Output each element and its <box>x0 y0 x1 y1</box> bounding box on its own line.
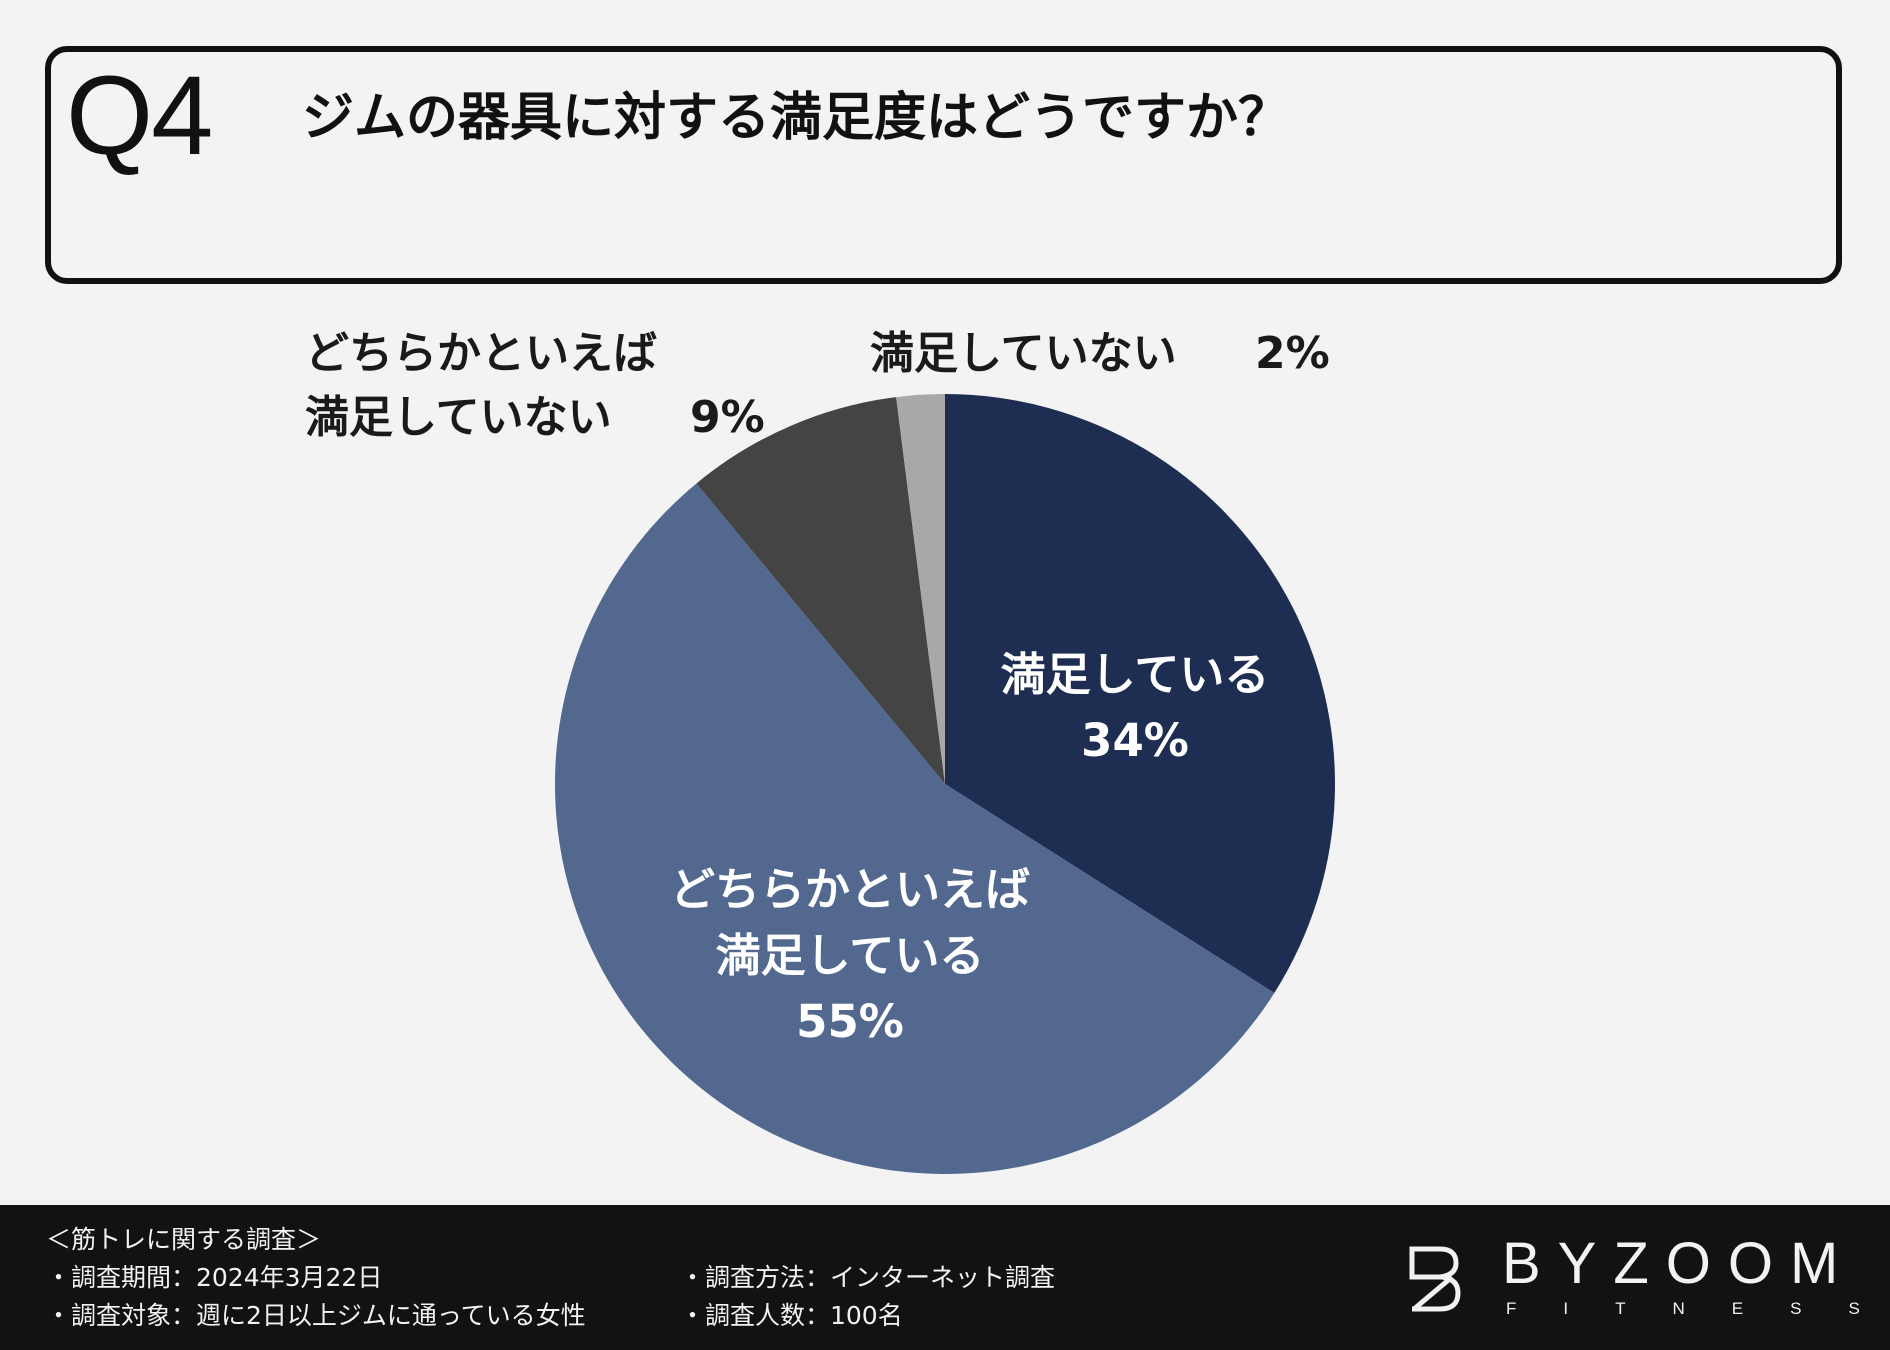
footer: ＜筋トレに関する調査＞ ・調査期間：2024年3月22日 ・調査対象：週に2日以… <box>0 1205 1890 1350</box>
brand-subname: FITNESS <box>1506 1299 1890 1318</box>
brand-name: BYZOOM <box>1502 1231 1856 1296</box>
slice-label-line: 満足している <box>716 929 985 982</box>
slice-label-line: どちらかといえば <box>670 863 1030 916</box>
survey-period: ・調査期間：2024年3月22日 <box>46 1263 383 1292</box>
pie-slice-3 <box>696 397 945 784</box>
slice-value-label: 34% <box>1081 714 1189 767</box>
pie-slice-1 <box>945 394 1335 993</box>
survey-title: ＜筋トレに関する調査＞ <box>46 1225 322 1254</box>
slice-value-label: 55% <box>796 995 904 1048</box>
slice-label-line: 満足していない <box>305 392 612 443</box>
question-box <box>45 46 1842 284</box>
slice-label-line: 満足している <box>1001 648 1270 701</box>
pie-slice-2 <box>554 483 1275 1174</box>
survey-count: ・調査人数：100名 <box>680 1301 903 1330</box>
question-number: Q4 <box>66 53 213 178</box>
pie-slice-4 <box>896 394 945 784</box>
slice-label-line: 満足していない <box>870 328 1177 379</box>
slice-label-line: どちらかといえば <box>305 328 657 379</box>
survey-method: ・調査方法：インターネット調査 <box>680 1263 1056 1292</box>
slice-value-label: 2% <box>1255 328 1330 379</box>
pie-chart: 満足している34%どちらかといえば満足している55%どちらかといえば満足していな… <box>305 328 1335 1174</box>
survey-target: ・調査対象：週に2日以上ジムに通っている女性 <box>46 1301 586 1330</box>
slice-label-1: 満足している 34% <box>1001 648 1270 767</box>
question-text: ジムの器具に対する満足度はどうですか？ <box>302 88 1291 148</box>
brand-logo-icon <box>1409 1246 1461 1312</box>
slice-value-label: 9% <box>690 392 765 443</box>
slice-label-4: 満足していない 2% <box>870 328 1330 379</box>
